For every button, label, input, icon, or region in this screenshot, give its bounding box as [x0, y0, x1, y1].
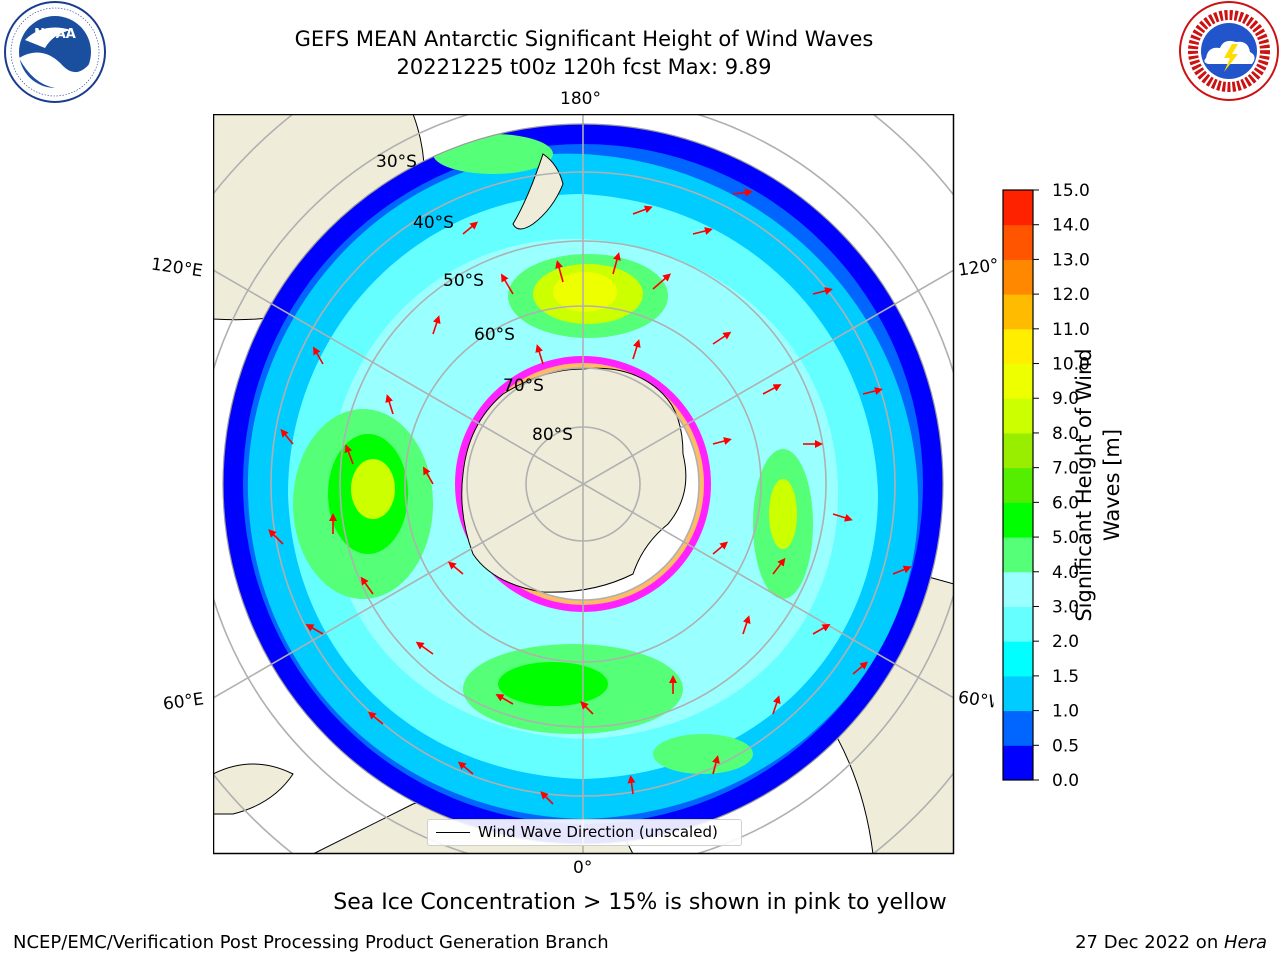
- land-new-zealand: [512, 153, 564, 230]
- lat-label-60s: 60°S: [474, 325, 515, 345]
- nws-logo-icon: [1179, 1, 1279, 101]
- colorbar-tick-label: 2.0: [1052, 632, 1079, 652]
- polar-map: [213, 114, 955, 855]
- colorbar-bin: [1003, 571, 1033, 607]
- colorbar-tick-label: 4.0: [1052, 563, 1079, 583]
- lon-label-180: 180°: [560, 89, 601, 109]
- colorbar-bin: [1003, 745, 1033, 781]
- colorbar-tick-label: 13.0: [1052, 250, 1090, 270]
- footer-machine: Hera: [1223, 932, 1267, 953]
- land-madagascar: [213, 763, 294, 815]
- colorbar-bin: [1003, 537, 1033, 573]
- colorbar-tick-label: 7.0: [1052, 459, 1079, 479]
- lon-label-120e: 120°E: [149, 254, 204, 282]
- colorbar-tick-label: 1.5: [1052, 667, 1079, 687]
- colorbar-tick-label: 10.0: [1052, 355, 1090, 375]
- sea-ice-note: Sea Ice Concentration > 15% is shown in …: [333, 890, 947, 915]
- colorbar-tick-label: 0.0: [1052, 771, 1079, 790]
- colorbar-bin: [1003, 190, 1033, 226]
- chart-subtitle: 20221225 t00z 120h fcst Max: 9.89: [396, 55, 772, 79]
- colorbar-tick-label: 9.0: [1052, 389, 1079, 409]
- footer-credit: NCEP/EMC/Verification Post Processing Pr…: [13, 932, 609, 953]
- colorbar-tick-label: 6.0: [1052, 493, 1079, 513]
- colorbar-label: Significant Height of Wind Waves [m]: [1072, 348, 1124, 622]
- chart-title: GEFS MEAN Antarctic Significant Height o…: [294, 27, 874, 51]
- colorbar-tick-label: 14.0: [1052, 216, 1090, 236]
- colorbar-tick-label: 12.0: [1052, 285, 1090, 305]
- colorbar-tick-label: 0.5: [1052, 736, 1079, 756]
- map-legend: Wind Wave Direction (unscaled): [427, 819, 742, 846]
- colorbar-bin: [1003, 398, 1033, 434]
- colorbar-tick-label: 5.0: [1052, 528, 1079, 548]
- colorbar-tick-label: 8.0: [1052, 424, 1079, 444]
- lat-label-40s: 40°S: [413, 213, 454, 233]
- colorbar: 0.0 0.5 1.0 1.5 2.0 3.0 4.0 5.0 6.0 7.0 8.0 9.0 10.0…: [1002, 181, 1090, 790]
- lat-label-80s: 80°S: [532, 425, 573, 445]
- colorbar-bin: [1003, 467, 1033, 503]
- colorbar-bin: [1003, 710, 1033, 746]
- colorbar-bin: [1003, 641, 1033, 677]
- colorbar-bin: [1003, 675, 1033, 712]
- colorbar-bin: [1003, 259, 1033, 295]
- lat-label-30s: 30°S: [376, 152, 417, 172]
- colorbar-bin: [1003, 502, 1033, 538]
- legend-label: Wind Wave Direction (unscaled): [478, 823, 718, 841]
- colorbar-bin: [1003, 224, 1033, 260]
- colorbar-tick-label: 11.0: [1052, 320, 1090, 340]
- footer-date: 27 Dec 2022 on Hera: [1075, 932, 1267, 953]
- colorbar-tick-label: 3.0: [1052, 597, 1079, 617]
- colorbar-tick-label: 15.0: [1052, 181, 1090, 201]
- colorbar-bin: [1003, 328, 1033, 365]
- noaa-logo-icon: NOAA: [4, 1, 106, 103]
- colorbar-bin: [1003, 363, 1033, 399]
- footer-date-text: 27 Dec 2022 on: [1075, 932, 1224, 953]
- colorbar-bin: [1003, 606, 1033, 642]
- lat-label-70s: 70°S: [503, 376, 544, 396]
- lat-label-50s: 50°S: [443, 271, 484, 291]
- colorbar-bin: [1003, 294, 1033, 330]
- colorbar-tick-label: 1.0: [1052, 702, 1079, 722]
- colorbar-bin: [1003, 432, 1033, 469]
- lon-label-60e: 60°E: [161, 689, 206, 715]
- lon-label-0: 0°: [573, 858, 593, 878]
- legend-line-swatch: [436, 832, 470, 833]
- noaa-logo-text: NOAA: [34, 27, 76, 42]
